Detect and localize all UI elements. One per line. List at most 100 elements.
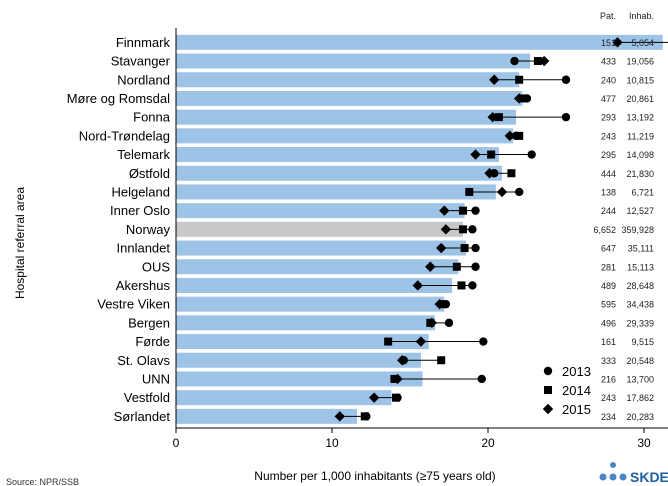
- bar-6: [176, 147, 499, 162]
- bar-1: [176, 54, 530, 69]
- marker-2013-8: [515, 188, 523, 196]
- category-label: Bergen: [128, 315, 170, 330]
- x-axis-ticks: 0 10 20 30: [173, 428, 651, 450]
- bar-2: [176, 72, 519, 87]
- category-label: UNN: [142, 371, 170, 386]
- marker-2013-12: [471, 263, 479, 271]
- x-tick-label: 0: [173, 436, 180, 450]
- marker-2014-7: [507, 169, 515, 177]
- category-label: Førde: [135, 334, 170, 349]
- category-label: Akershus: [116, 278, 171, 293]
- bar-19: [176, 390, 391, 405]
- marker-2014-17: [437, 356, 445, 364]
- table-cell-inhabitants: 5,054: [631, 38, 654, 48]
- marker-2014-11: [461, 244, 469, 252]
- category-label: Telemark: [117, 147, 170, 162]
- bar-0: [176, 35, 663, 50]
- table-cell-patients: 295: [601, 150, 616, 160]
- category-label: OUS: [142, 259, 171, 274]
- table-cell-patients: 6,652: [593, 225, 616, 235]
- x-axis-title: Number per 1,000 inhabitants (≥75 years …: [254, 469, 495, 483]
- table-cell-patients: 477: [601, 94, 616, 104]
- table-cell-patients: 496: [601, 318, 616, 328]
- table-cell-inhabitants: 29,339: [626, 318, 654, 328]
- bar-17: [176, 353, 421, 368]
- category-label: Sørlandet: [114, 409, 171, 424]
- source-note: Source: NPR/SSB: [6, 477, 79, 486]
- marker-2013-18: [478, 375, 486, 383]
- table-cell-inhabitants: 9,515: [631, 337, 654, 347]
- table-cell-patients: 595: [601, 300, 616, 310]
- marker-2013-10: [468, 225, 476, 233]
- skde-logo: SKDE: [600, 462, 668, 485]
- marker-2013-15: [445, 319, 453, 327]
- legend-label-2015: 2015: [562, 402, 591, 417]
- category-label: Inner Oslo: [110, 203, 170, 218]
- category-label: Nordland: [117, 72, 170, 87]
- table-cell-inhabitants: 14,098: [626, 150, 654, 160]
- category-label: Fonna: [133, 110, 171, 125]
- category-labels: Finnmark Stavanger Nordland Møre og Romsdal…: [67, 35, 171, 424]
- legend-label-2014: 2014: [562, 383, 591, 398]
- legend-marker-2015: [543, 404, 553, 414]
- marker-2015-8: [497, 187, 507, 197]
- marker-2013-6: [527, 150, 535, 158]
- table-cell-patients: 489: [601, 281, 616, 291]
- marker-2013-9: [471, 206, 479, 214]
- category-label: Innlandet: [117, 241, 171, 256]
- category-label: Vestfold: [124, 390, 170, 405]
- table-cell-inhabitants: 20,548: [626, 356, 654, 366]
- bar-15: [176, 315, 435, 330]
- table-cell-inhabitants: 21,830: [626, 169, 654, 179]
- marker-2014-13: [457, 281, 465, 289]
- marker-2014-19: [392, 394, 400, 402]
- marker-2014-16: [384, 338, 392, 346]
- marker-2014-2: [515, 76, 523, 84]
- bar-13: [176, 278, 452, 293]
- bar-10: [176, 222, 463, 237]
- table-header-patients: Pat.: [600, 11, 616, 21]
- category-label: Helgeland: [111, 184, 170, 199]
- marker-2014-20: [361, 412, 369, 420]
- bar-7: [176, 166, 502, 181]
- bar-3: [176, 91, 522, 106]
- marker-2013-2: [562, 76, 570, 84]
- table-cell-patients: 433: [601, 57, 616, 67]
- y-axis-title: Hospital referral area: [13, 187, 27, 299]
- table-cell-inhabitants: 28,648: [626, 281, 654, 291]
- category-label: Stavanger: [111, 54, 171, 69]
- x-tick-label: 20: [481, 436, 495, 450]
- table-cell-patients: 161: [601, 337, 616, 347]
- table-cell-inhabitants: 19,056: [626, 57, 654, 67]
- legend-marker-2014: [544, 386, 552, 394]
- marker-2014-9: [459, 207, 467, 215]
- table-cell-inhabitants: 20,283: [626, 412, 654, 422]
- table-cell-patients: 240: [601, 75, 616, 85]
- table-cell-inhabitants: 20,861: [626, 94, 654, 104]
- category-label: Østfold: [129, 166, 170, 181]
- x-tick-label: 30: [637, 436, 651, 450]
- table-cell-patients: 281: [601, 262, 616, 272]
- marker-2013-1: [510, 57, 518, 65]
- table-cell-patients: 216: [601, 374, 616, 384]
- table-cell-inhabitants: 11,219: [627, 131, 654, 141]
- bar-4: [176, 110, 516, 125]
- bar-8: [176, 184, 496, 199]
- category-label: Møre og Romsdal: [67, 91, 170, 106]
- table-cell-patients: 243: [601, 393, 616, 403]
- table-cell-patients: 243: [601, 131, 616, 141]
- legend-marker-2013: [544, 367, 552, 375]
- table-cell-patients: 293: [601, 113, 616, 123]
- legend: 201320142015: [543, 364, 591, 417]
- category-label: Nord-Trøndelag: [79, 128, 170, 143]
- bar-12: [176, 259, 458, 274]
- marker-2013-13: [468, 281, 476, 289]
- category-label: Finnmark: [116, 35, 171, 50]
- marker-2014-10: [459, 225, 467, 233]
- marker-2013-16: [479, 337, 487, 345]
- table-cell-inhabitants: 15,113: [627, 262, 654, 272]
- data-table: Pat. Inhab. 151 5,054 433 19,056 240 10,815 47…: [593, 11, 654, 422]
- table-cell-patients: 244: [601, 206, 616, 216]
- bar-9: [176, 203, 465, 218]
